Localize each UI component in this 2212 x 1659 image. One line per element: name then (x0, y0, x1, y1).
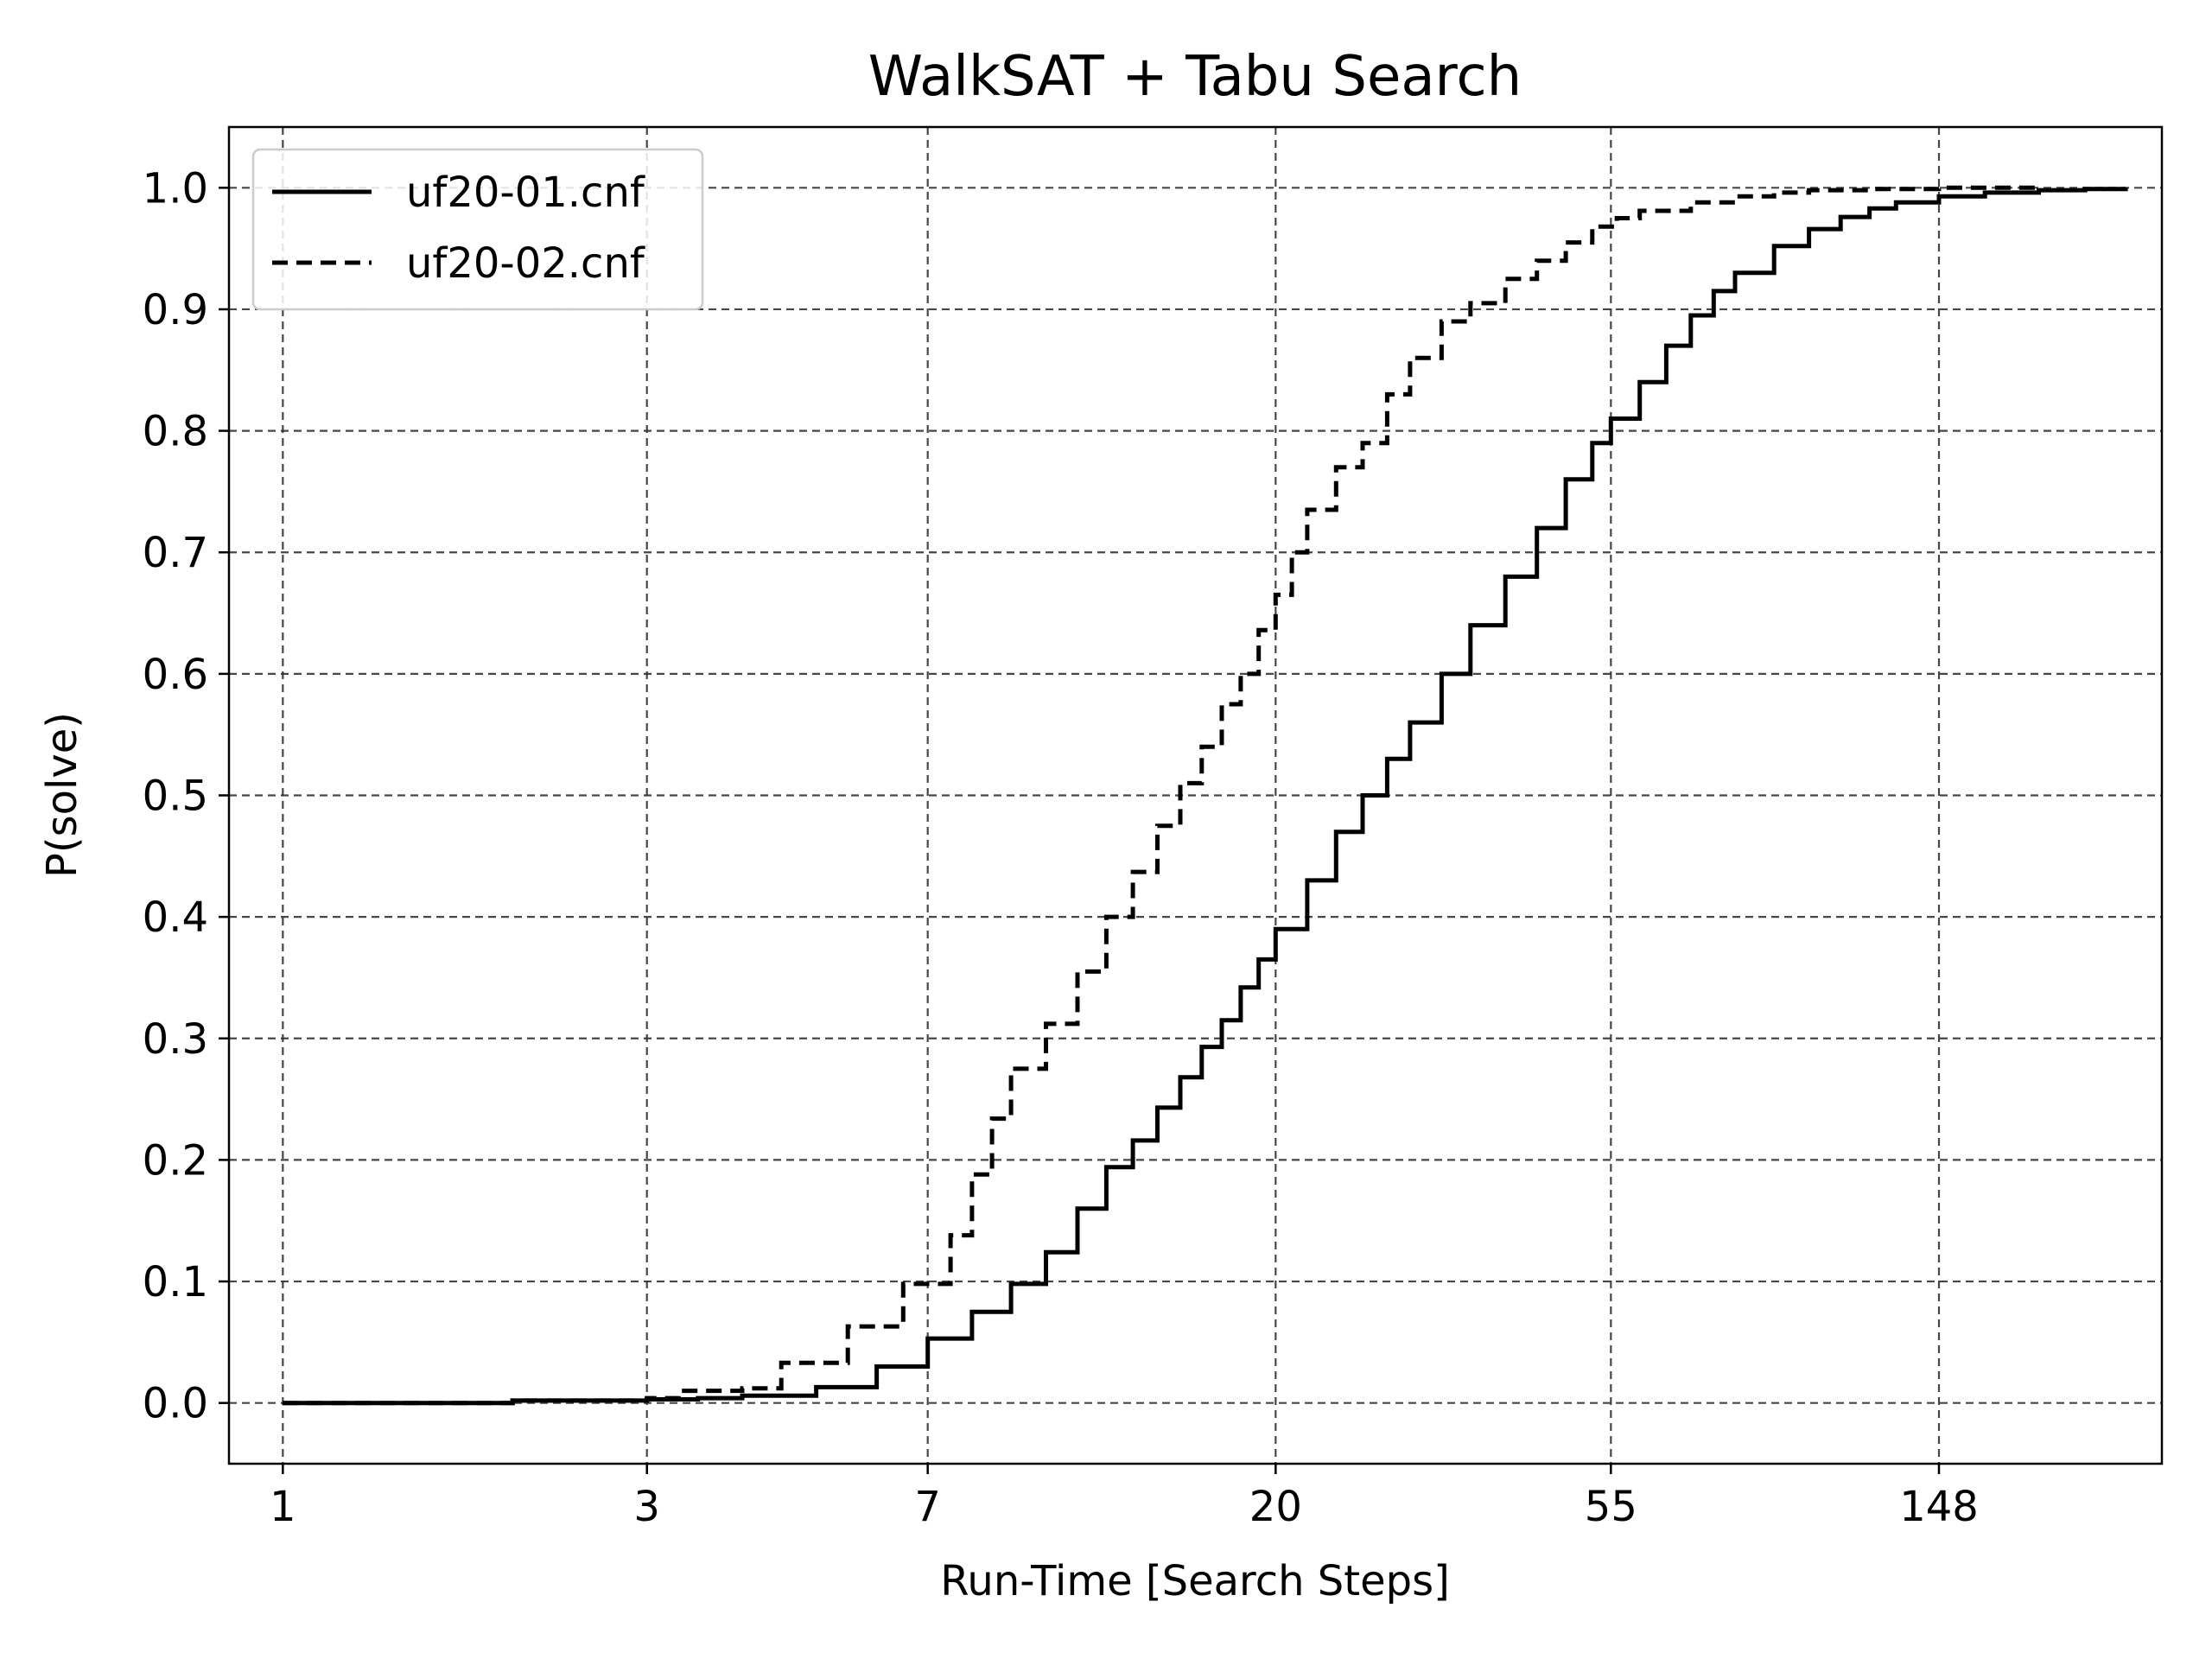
legend-label-2: uf20-02.cnf (406, 239, 645, 288)
y-tick-label: 1.0 (143, 164, 208, 213)
x-tick-label: 148 (1899, 1483, 1979, 1531)
x-tick-label: 1 (270, 1483, 296, 1531)
y-tick-label: 0.2 (143, 1136, 208, 1185)
y-tick-label: 0.8 (143, 408, 208, 456)
series-layer (283, 185, 2128, 1406)
y-tick-label: 0.9 (143, 286, 208, 334)
x-ticks: 1 3 7 20 55 148 (270, 1464, 1979, 1531)
y-tick-label: 0.0 (143, 1380, 208, 1428)
y-tick-label: 0.1 (143, 1258, 208, 1306)
y-tick-label: 0.4 (143, 893, 208, 942)
series-line-2 (283, 185, 2039, 1406)
x-tick-label: 20 (1249, 1483, 1302, 1531)
y-ticks: 0.0 0.1 0.2 0.3 0.4 0.5 0.6 0.7 0.8 0.9 1.0 (143, 164, 229, 1428)
legend-box (251, 148, 704, 311)
x-tick-label: 7 (914, 1483, 941, 1531)
y-tick-label: 0.3 (143, 1015, 208, 1064)
y-tick-label: 0.7 (143, 529, 208, 577)
chart-title: WalkSAT + Tabu Search (868, 45, 1522, 109)
x-tick-label: 55 (1585, 1483, 1637, 1531)
y-tick-label: 0.6 (143, 651, 208, 699)
x-axis-label: Run-Time [Search Steps] (940, 1557, 1450, 1605)
y-tick-label: 0.5 (143, 772, 208, 821)
series-line-1 (283, 187, 2128, 1406)
legend-label-1: uf20-01.cnf (406, 168, 645, 217)
grid (229, 127, 2162, 1464)
y-axis-label: P(solve) (38, 712, 86, 878)
x-tick-label: 3 (633, 1483, 660, 1531)
legend: uf20-01.cnf uf20-02.cnf (251, 148, 704, 311)
